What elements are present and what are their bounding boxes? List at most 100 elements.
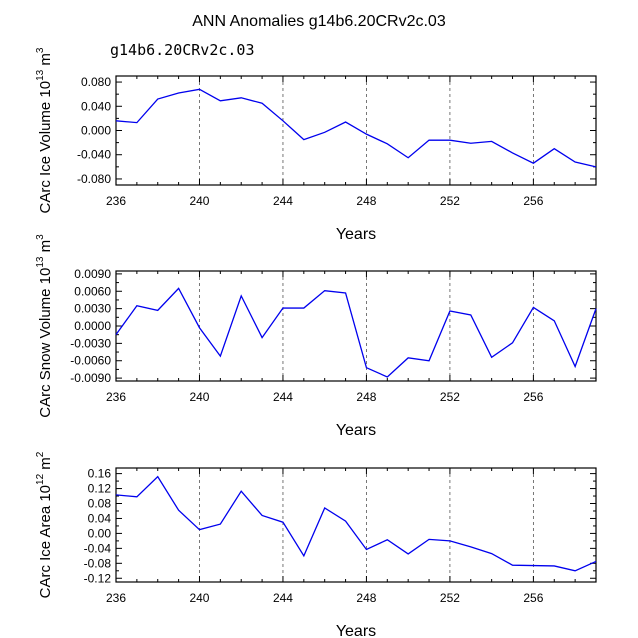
- data-point: [261, 514, 263, 516]
- data-point: [511, 564, 513, 566]
- y-tick-label: -0.08: [84, 556, 112, 570]
- data-point: [532, 564, 534, 566]
- y-tick-label: 0.080: [81, 75, 111, 89]
- data-point: [428, 538, 430, 540]
- data-point: [386, 539, 388, 541]
- y-axis-label-unit: m: [37, 457, 54, 474]
- data-point: [344, 520, 346, 522]
- y-axis-label: CArc Ice Area 1012 m2: [35, 451, 54, 598]
- data-point: [344, 121, 346, 123]
- x-tick-label: 240: [189, 194, 209, 208]
- x-tick-label: 256: [523, 194, 543, 208]
- x-tick-label: 256: [523, 390, 543, 404]
- data-point: [344, 292, 346, 294]
- data-point: [428, 360, 430, 362]
- data-point: [470, 142, 472, 144]
- y-axis-label-unit-exponent: 3: [35, 47, 46, 53]
- data-point: [177, 92, 179, 94]
- data-point: [449, 139, 451, 141]
- plot-frame: [115, 270, 597, 382]
- plot-frame: [115, 75, 597, 186]
- data-point: [240, 295, 242, 297]
- data-point: [470, 546, 472, 548]
- x-axis-label: Years: [336, 623, 376, 638]
- y-tick-label: -0.04: [84, 541, 112, 555]
- data-point: [198, 327, 200, 329]
- data-point: [323, 507, 325, 509]
- data-point: [136, 496, 138, 498]
- data-point: [303, 138, 305, 140]
- x-tick-label: 248: [356, 591, 376, 605]
- x-tick-label: 248: [356, 390, 376, 404]
- y-axis-label-unit: m: [37, 53, 54, 70]
- data-point: [136, 121, 138, 123]
- data-point: [323, 131, 325, 133]
- x-tick-label: 244: [273, 194, 293, 208]
- series-line: [115, 475, 597, 572]
- data-point: [282, 120, 284, 122]
- data-point: [595, 166, 597, 168]
- y-tick-label: -0.080: [77, 172, 111, 186]
- data-point: [490, 140, 492, 142]
- y-tick-label: 0.16: [88, 467, 112, 481]
- y-tick-label: -0.0030: [70, 336, 111, 350]
- plot-panel-2: 0.0090 0.0060 0.0030 0.0000 -0.0030 -0.0060 -0…: [35, 234, 597, 439]
- data-point: [282, 307, 284, 309]
- y-tick-label: 0.0090: [74, 267, 111, 281]
- data-point: [323, 289, 325, 291]
- data-point: [198, 88, 200, 90]
- x-axis-label: Years: [336, 422, 376, 439]
- data-point: [282, 521, 284, 523]
- plot-panel-1: 0.080 0.040 0.000 -0.040 -0.080 236 240 244 248 2…: [35, 47, 597, 243]
- y-axis-label-main: CArc Ice Area 10: [37, 485, 54, 598]
- y-tick-label: -0.0090: [70, 371, 111, 385]
- series-line: [115, 287, 597, 378]
- data-point: [386, 376, 388, 378]
- data-point: [553, 320, 555, 322]
- data-point: [511, 342, 513, 344]
- y-tick-label: 0.040: [81, 99, 111, 113]
- data-point: [386, 143, 388, 145]
- y-axis-label-exponent: 12: [35, 473, 46, 485]
- data-point: [136, 305, 138, 307]
- y-tick-label: 0.08: [88, 497, 112, 511]
- y-axis-label-unit-exponent: 3: [35, 234, 46, 240]
- data-point: [365, 548, 367, 550]
- data-point: [240, 97, 242, 99]
- data-point: [261, 102, 263, 104]
- y-axis-label-main: CArc Ice Volume 10: [37, 81, 54, 214]
- data-point: [449, 540, 451, 542]
- data-point: [219, 100, 221, 102]
- data-point: [407, 157, 409, 159]
- data-point: [490, 356, 492, 358]
- data-point: [157, 98, 159, 100]
- data-point: [177, 509, 179, 511]
- x-tick-label: 240: [189, 591, 209, 605]
- data-point: [574, 161, 576, 163]
- y-axis-label: CArc Ice Volume 1013 m3: [35, 47, 54, 213]
- data-point: [595, 307, 597, 309]
- data-point: [365, 366, 367, 368]
- x-tick-label: 252: [440, 390, 460, 404]
- data-point: [511, 152, 513, 154]
- x-tick-label: 244: [273, 591, 293, 605]
- data-point: [553, 565, 555, 567]
- x-tick-label: 252: [440, 194, 460, 208]
- y-tick-label: -0.040: [77, 148, 111, 162]
- y-tick-label: 0.0000: [74, 319, 111, 333]
- x-tick-label: 244: [273, 390, 293, 404]
- data-point: [470, 314, 472, 316]
- y-axis-label-main: CArc Snow Volume 10: [37, 268, 54, 418]
- y-tick-label: 0.12: [88, 482, 112, 496]
- y-axis-label-unit: m: [37, 240, 54, 257]
- data-point: [219, 355, 221, 357]
- data-point: [574, 570, 576, 572]
- x-tick-label: 252: [440, 591, 460, 605]
- data-point: [261, 336, 263, 338]
- x-tick-label: 236: [106, 591, 126, 605]
- data-point: [157, 309, 159, 311]
- data-point: [532, 306, 534, 308]
- data-point: [490, 552, 492, 554]
- data-point: [303, 307, 305, 309]
- x-tick-label: 256: [523, 591, 543, 605]
